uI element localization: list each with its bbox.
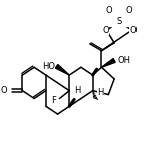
- Text: O: O: [129, 26, 136, 35]
- Polygon shape: [101, 59, 115, 67]
- Text: O: O: [101, 26, 108, 35]
- Text: O: O: [130, 26, 137, 35]
- Text: H: H: [74, 86, 80, 95]
- Text: S: S: [116, 17, 122, 26]
- Text: O: O: [125, 6, 132, 15]
- Text: O: O: [102, 26, 109, 35]
- Text: F: F: [51, 96, 56, 105]
- Polygon shape: [55, 64, 69, 75]
- Text: O: O: [106, 6, 113, 15]
- Text: S: S: [116, 17, 122, 26]
- Text: HO: HO: [42, 62, 55, 71]
- Text: OH: OH: [117, 56, 130, 65]
- Text: O: O: [0, 86, 7, 95]
- Text: H: H: [98, 88, 104, 97]
